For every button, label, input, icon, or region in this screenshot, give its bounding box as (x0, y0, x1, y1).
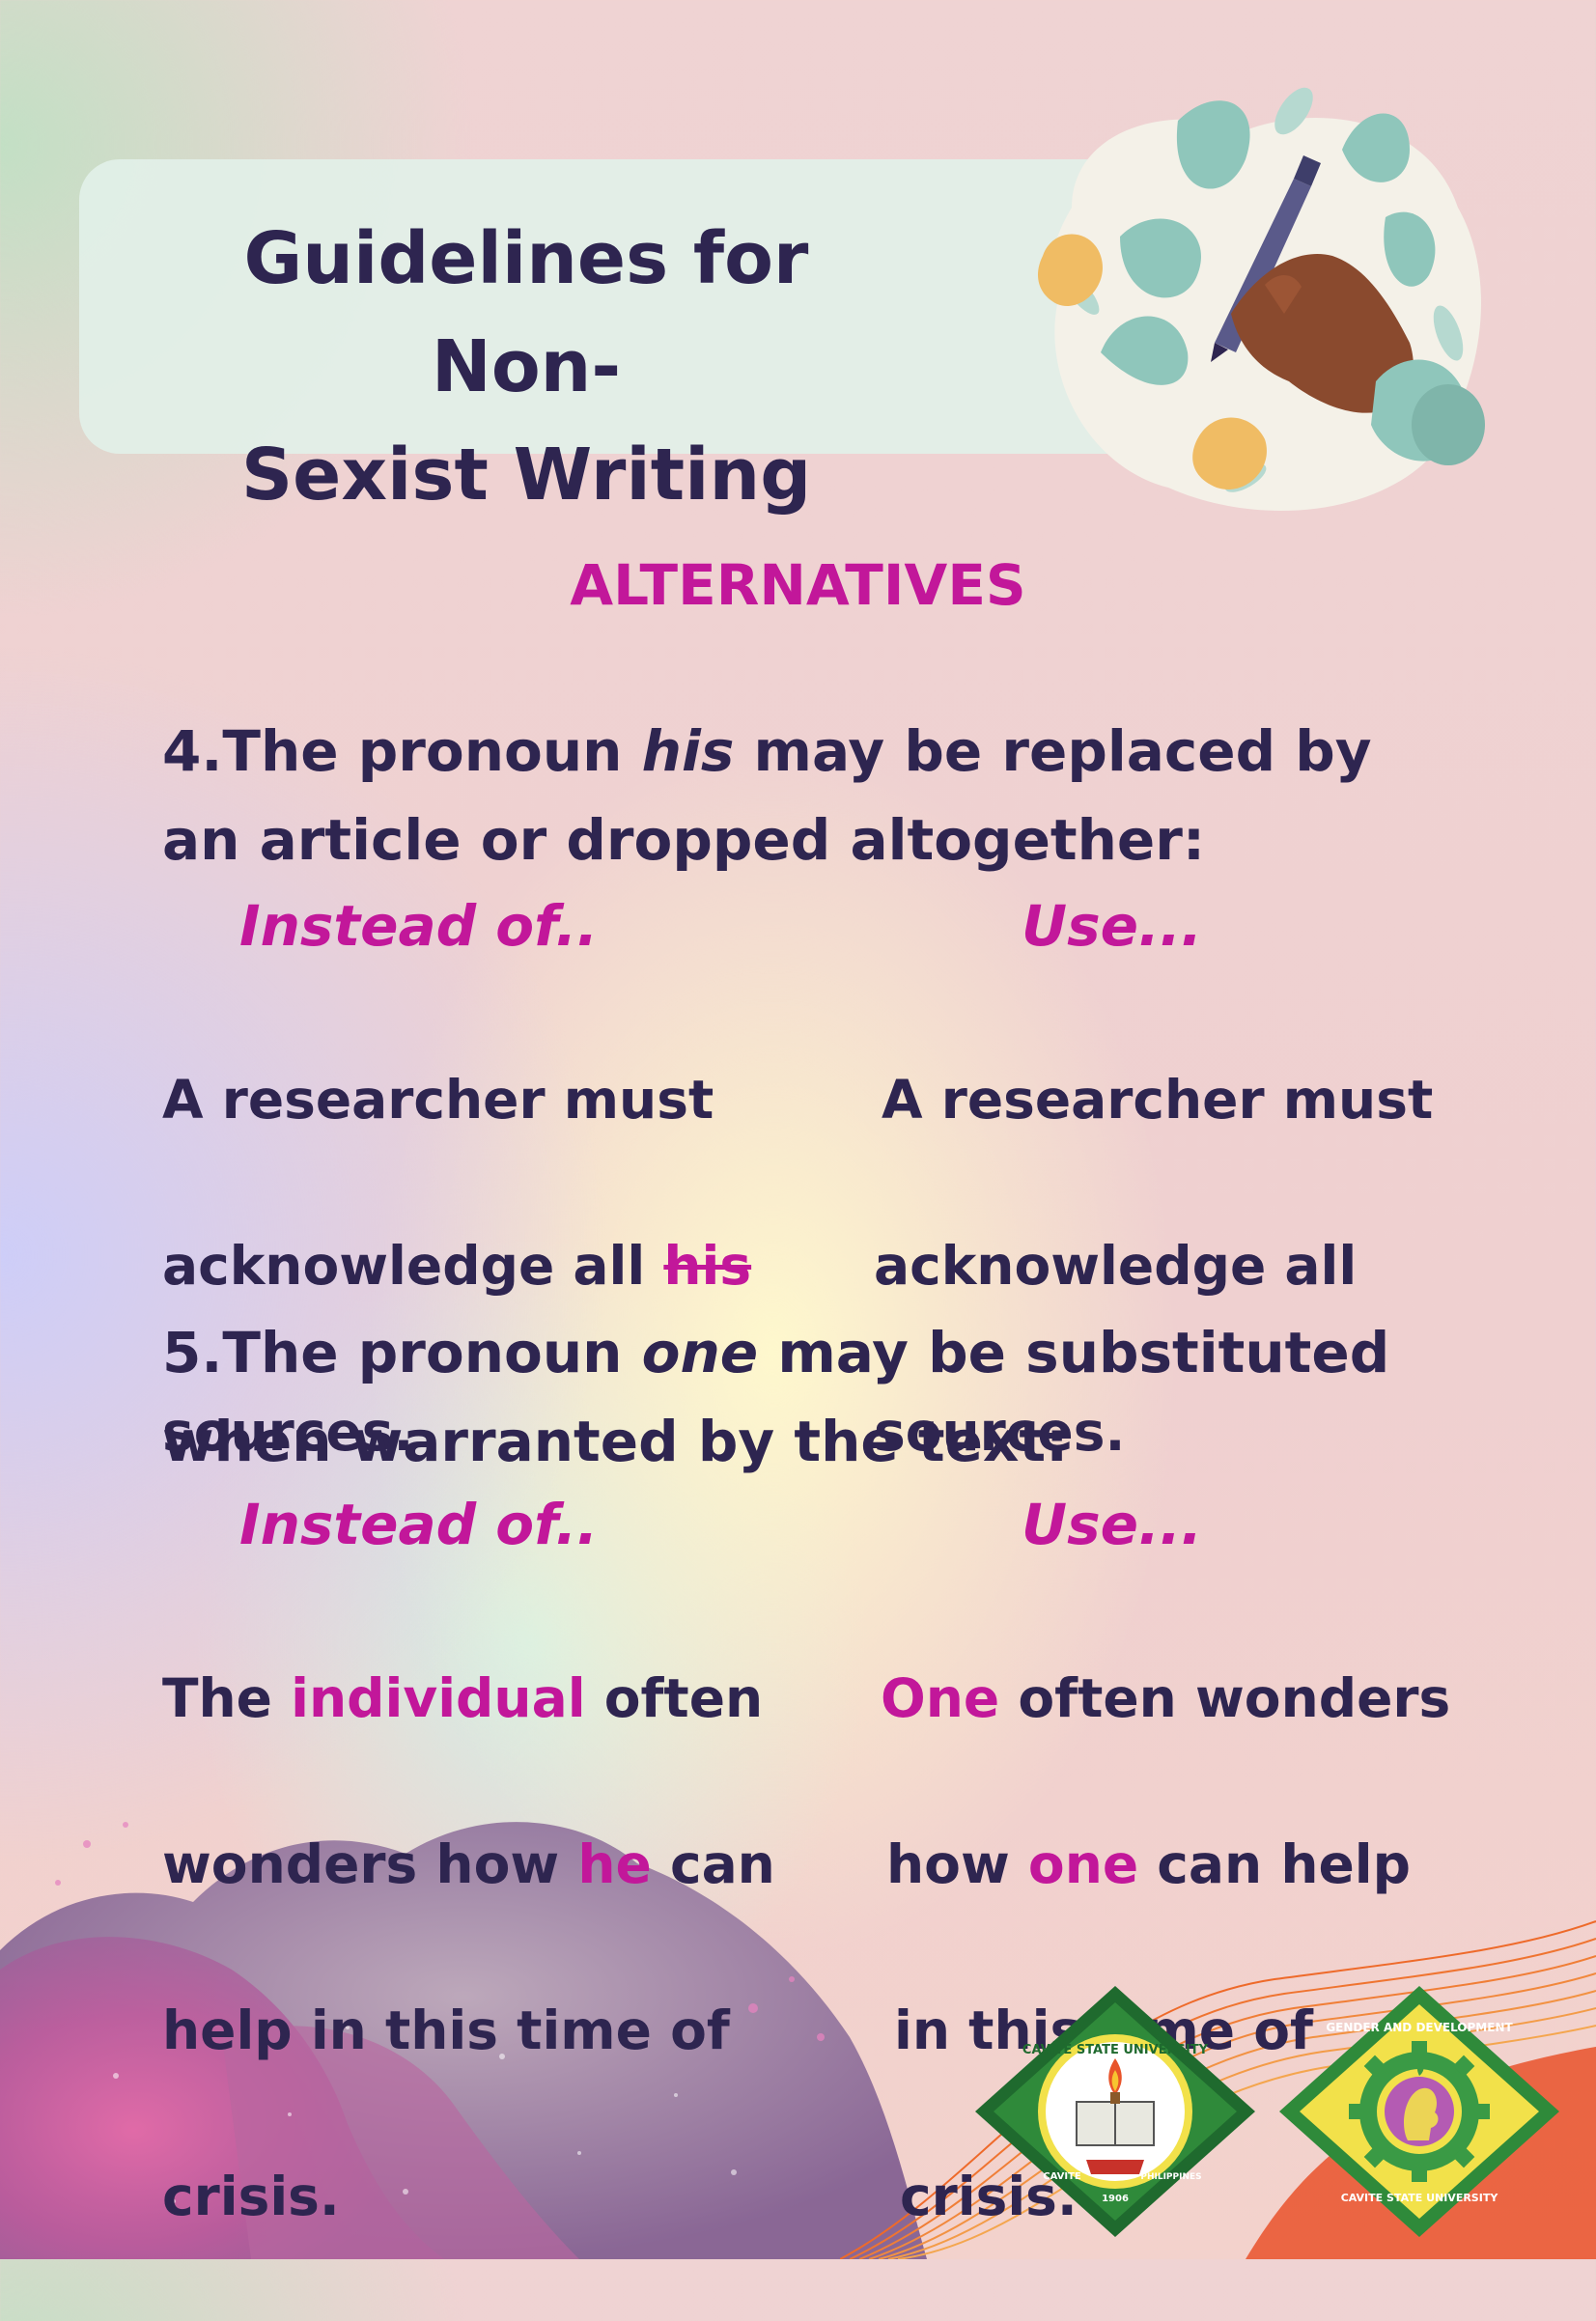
section-heading: ALTERNATIVES (570, 552, 1026, 618)
instead-of-label: Instead of.. (239, 893, 599, 959)
svg-text:1906: 1906 (1102, 2194, 1129, 2204)
example-5-instead: The individual often wonders how he can … (162, 1667, 775, 2227)
example-5-use: One often wonders how one can help in th… (881, 1667, 1451, 2227)
background-watercolor (0, 1822, 927, 2259)
svg-text:CAVITE STATE UNIVERSITY: CAVITE STATE UNIVERSITY (1341, 2192, 1499, 2204)
use-label: Use... (1022, 893, 1203, 959)
example-4-use: A researcher must acknowledge all source… (874, 1069, 1434, 1463)
hand-writing-illustration (1038, 87, 1485, 511)
guideline-4: 4.The pronoun his may be replaced by an … (162, 718, 1372, 873)
svg-text:PHILIPPINES: PHILIPPINES (1140, 2172, 1201, 2182)
instead-of-label: Instead of.. (239, 1492, 599, 1557)
title-banner (79, 159, 1151, 454)
guideline-5: 5.The pronoun one may be substituted whe… (162, 1320, 1390, 1474)
use-label: Use... (1022, 1492, 1203, 1557)
svg-text:CAVITE STATE UNIVERSITY: CAVITE STATE UNIVERSITY (1022, 2043, 1209, 2057)
cvsu-seal-logo: CAVITE STATE UNIVERSITY 1906 CAVITE PHIL… (975, 1986, 1255, 2237)
svg-text:GENDER AND DEVELOPMENT: GENDER AND DEVELOPMENT (1326, 2021, 1513, 2034)
struck-word: his (663, 1235, 752, 1297)
gad-logo: GENDER AND DEVELOPMENT CAVITE STATE UNIV… (1279, 1986, 1559, 2237)
svg-text:CAVITE: CAVITE (1043, 2171, 1081, 2182)
example-4-instead: A researcher must acknowledge all his so… (162, 1069, 752, 1463)
page-title: Guidelines for Non- Sexist Writing (240, 217, 812, 517)
